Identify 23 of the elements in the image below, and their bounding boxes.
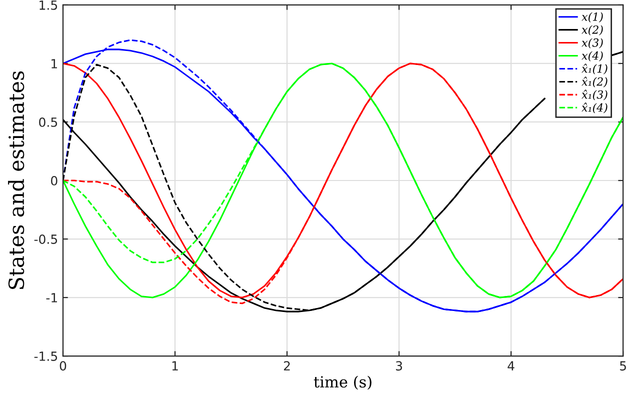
legend-label: x̂₁(2) (582, 76, 608, 88)
x-tick-label: 2 (284, 361, 290, 370)
legend-label: x(4) (582, 51, 603, 62)
y-tick-label: 0 (51, 176, 58, 186)
y-tick-label: 1 (52, 59, 57, 68)
legend-label: x̂₁(4) (582, 102, 608, 114)
x-tick-label: 3 (396, 361, 402, 371)
y-tick-label: 1.5 (40, 0, 58, 10)
x-tick-label: 1 (172, 361, 178, 370)
y-tick-label: -0.5 (34, 234, 58, 244)
legend-label: x(1) (582, 12, 603, 22)
y-axis-title: States and estimates (8, 71, 24, 290)
x-axis-title: time (s) (314, 376, 372, 390)
x-tick-label: 5 (620, 361, 626, 371)
x-tick-label: 0 (60, 361, 66, 371)
y-tick-label: 0.5 (39, 117, 58, 127)
x-tick-label: 4 (508, 361, 514, 370)
legend-label: x(2) (582, 25, 603, 36)
legend-label: x(3) (582, 38, 603, 48)
legend-label: x̂₁(1) (582, 64, 608, 74)
y-tick-label: -1.5 (34, 352, 58, 361)
y-tick-label: -1 (46, 293, 57, 302)
legend-label: x̂₁(3) (582, 90, 608, 100)
